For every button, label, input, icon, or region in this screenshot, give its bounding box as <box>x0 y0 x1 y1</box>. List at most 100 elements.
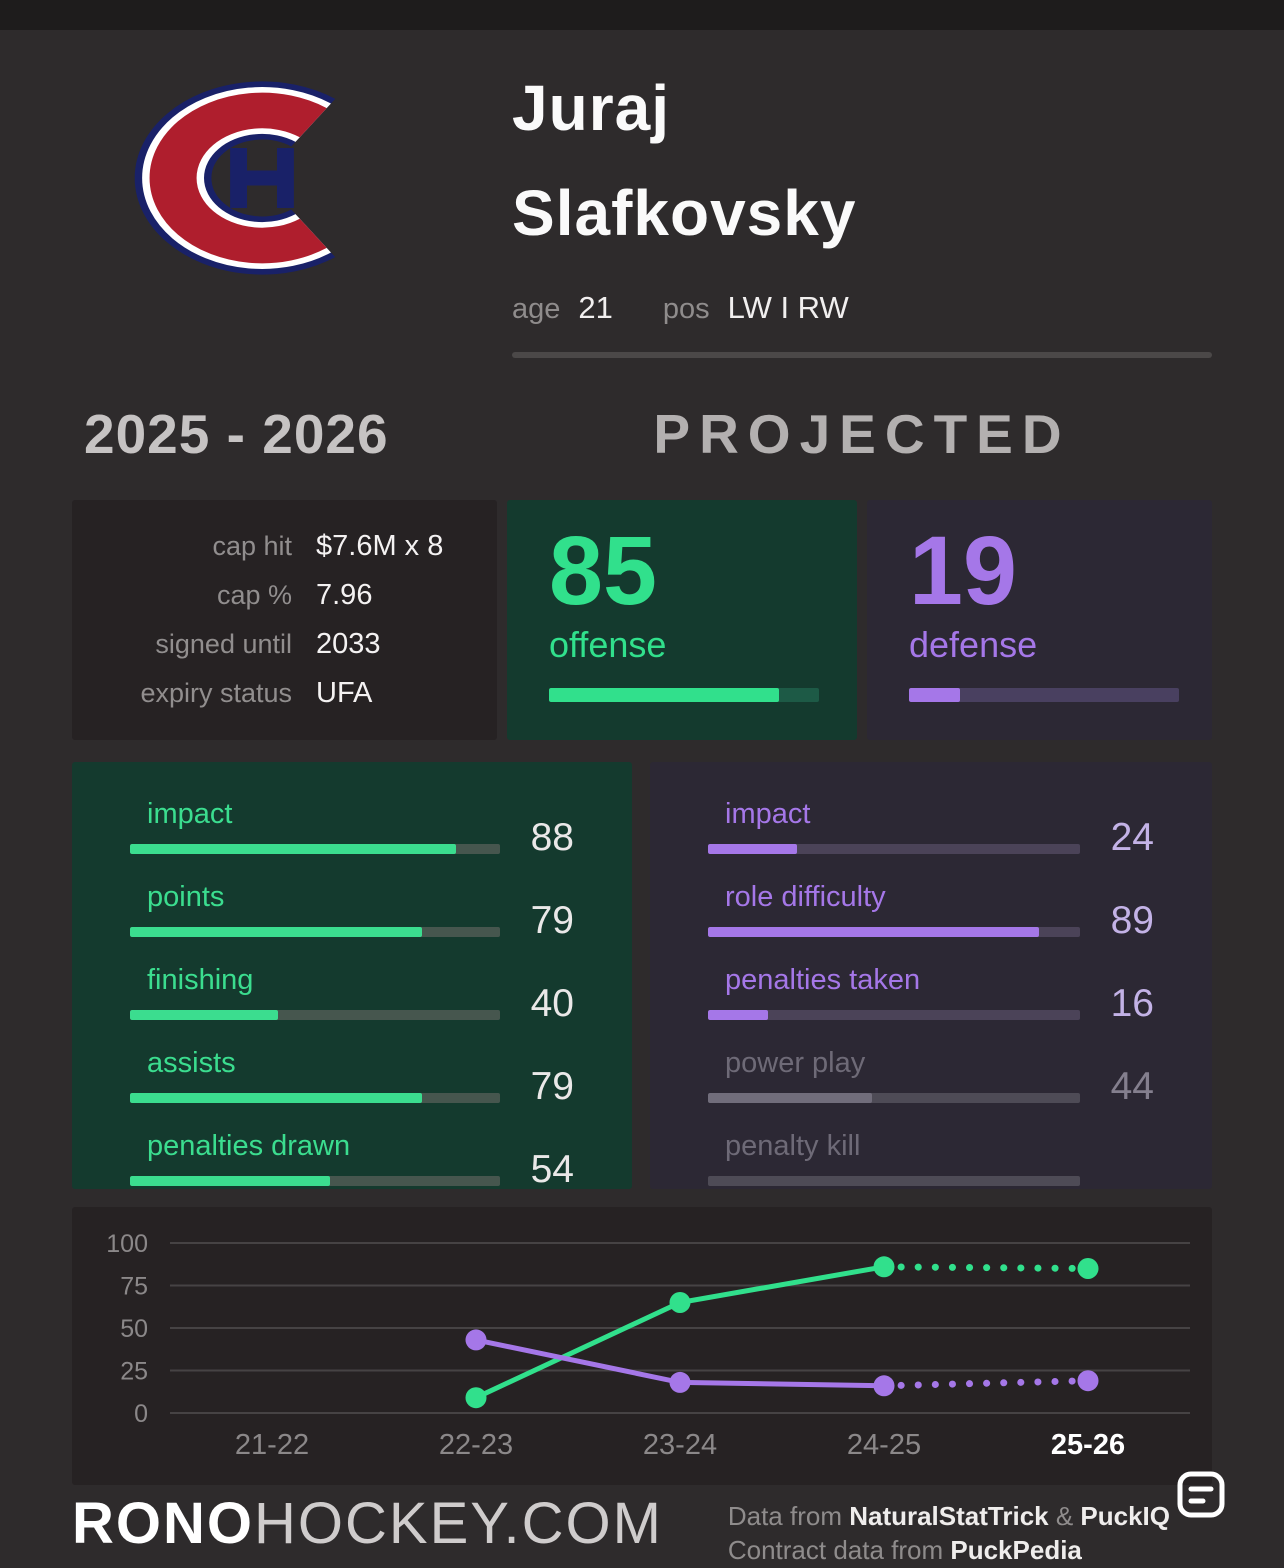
stat-row-points: points 79 <box>130 881 574 942</box>
projected-heading: PROJECTED <box>653 403 1071 465</box>
stat-value: 44 <box>1110 1064 1154 1108</box>
stat-row-penalties-taken: penalties taken 16 <box>708 964 1154 1025</box>
credit-amp: & <box>1048 1501 1081 1531</box>
trend-chart-panel: 0 25 50 75 100 21-22 22-23 23-24 24-25 25-26 <box>72 1207 1212 1485</box>
contract-value: 7.96 <box>316 579 373 611</box>
stat-label: points <box>147 881 225 913</box>
stat-label: role difficulty <box>725 881 886 913</box>
site-name-rest: HOCKEY.COM <box>254 1491 663 1556</box>
defense-rating-value: 19 <box>909 516 1017 625</box>
stat-value: 79 <box>530 898 574 942</box>
stat-label: impact <box>725 798 811 830</box>
svg-text:21-22: 21-22 <box>235 1429 309 1461</box>
header-divider <box>512 352 1212 358</box>
defense-rating-panel: 19 defense <box>867 500 1212 740</box>
offense-rating-panel: 85 offense <box>507 500 857 740</box>
footer: RONOHOCKEY.COM Data from NaturalStatTric… <box>72 1495 1212 1568</box>
stat-value: 79 <box>530 1064 574 1108</box>
contract-row-expiry-status: expiry status UFA <box>72 677 497 710</box>
site-name: RONOHOCKEY.COM <box>72 1495 663 1568</box>
stat-bar <box>130 1176 500 1186</box>
stat-row-power-play: power play 44 <box>708 1047 1154 1108</box>
stat-label: assists <box>147 1047 236 1079</box>
stat-row-role-difficulty: role difficulty 89 <box>708 881 1154 942</box>
logo-h-glyph <box>230 148 294 208</box>
top-strip <box>0 0 1284 30</box>
defense-rating-bar <box>909 687 1179 702</box>
stat-bar <box>708 844 1080 854</box>
defense-rating-label: defense <box>909 623 1038 665</box>
contract-label: expiry status <box>140 678 292 708</box>
stat-label: penalties drawn <box>147 1130 351 1162</box>
credit-source-nst: NaturalStatTrick <box>849 1501 1049 1531</box>
stat-bar <box>708 1010 1080 1020</box>
header: Juraj Slafkovsky age 21 pos LW I RW <box>72 46 1212 358</box>
svg-text:24-25: 24-25 <box>847 1429 921 1461</box>
stat-bar <box>708 927 1080 937</box>
stat-label: power play <box>725 1047 866 1079</box>
contract-row-cap-: cap % 7.96 <box>72 579 497 612</box>
svg-text:25-26: 25-26 <box>1051 1429 1125 1461</box>
stat-bar <box>130 927 500 937</box>
stat-value: 16 <box>1110 981 1154 1025</box>
age-value: 21 <box>578 290 613 325</box>
site-name-bold: RONO <box>72 1491 254 1556</box>
stat-row-impact: impact 88 <box>130 798 574 859</box>
stat-label: penalty kill <box>725 1130 861 1162</box>
credit-line-2: Contract data from PuckPedia <box>728 1533 1170 1567</box>
data-credits: Data from NaturalStatTrick & PuckIQ Cont… <box>728 1499 1212 1568</box>
contract-panel: cap hit $7.6M x 8 cap % 7.96 signed until 203… <box>72 500 497 740</box>
stat-row-penalties-drawn: penalties drawn 54 <box>130 1130 574 1191</box>
season-years: 2025 - 2026 <box>84 403 389 465</box>
stat-row-finishing: finishing 40 <box>130 964 574 1025</box>
defense-stats-panel: impact 24 role difficulty 89 penalties taken… <box>650 762 1212 1189</box>
credit-prefix-1: Data from <box>727 1501 850 1531</box>
pos-label: pos <box>662 293 710 325</box>
svg-text:23-24: 23-24 <box>643 1429 717 1461</box>
stat-value: 88 <box>530 815 574 859</box>
stat-value: 24 <box>1110 815 1154 859</box>
team-logo-wrap <box>72 46 512 358</box>
svg-text:0: 0 <box>134 1400 148 1428</box>
contract-row-signed-until: signed until 2033 <box>72 628 497 661</box>
player-meta: age 21 pos LW I RW <box>512 290 1212 326</box>
credit-source-puckiq: PuckIQ <box>1080 1501 1170 1531</box>
credit-source-puckpedia: PuckPedia <box>950 1535 1082 1566</box>
stat-label: penalties taken <box>725 964 921 996</box>
svg-text:22-23: 22-23 <box>439 1429 513 1461</box>
credit-line-1: Data from NaturalStatTrick & PuckIQ <box>728 1499 1170 1533</box>
player-last-name: Slafkovsky <box>512 177 857 249</box>
offense-rating-label: offense <box>549 623 667 665</box>
contract-value: UFA <box>316 677 373 709</box>
stat-bar <box>130 844 500 854</box>
stat-bar <box>130 1010 500 1020</box>
stat-row-penalty-kill: penalty kill <box>708 1130 1154 1186</box>
stat-label: finishing <box>147 964 254 996</box>
contract-label: cap hit <box>212 531 292 561</box>
player-name: Juraj Slafkovsky <box>512 56 1212 266</box>
title-block: Juraj Slafkovsky age 21 pos LW I RW <box>512 46 1212 358</box>
stats-grid: impact 88 points 79 finishing 40 assists 79 pena… <box>72 762 1212 1189</box>
stat-row-assists: assists 79 <box>130 1047 574 1108</box>
offense-rating-bar <box>549 687 819 702</box>
stat-bar <box>130 1093 500 1103</box>
svg-text:75: 75 <box>120 1273 148 1301</box>
contract-row-cap-hit: cap hit $7.6M x 8 <box>72 530 497 563</box>
credit-prefix-2: Contract data from <box>727 1535 951 1566</box>
stat-bar <box>708 1093 1080 1103</box>
svg-text:25: 25 <box>120 1358 148 1386</box>
contract-value: 2033 <box>316 628 381 660</box>
svg-text:50: 50 <box>120 1315 148 1343</box>
svg-text:100: 100 <box>106 1230 148 1258</box>
stat-value: 54 <box>530 1147 574 1191</box>
offense-rating-value: 85 <box>549 516 657 625</box>
pos-value: LW I RW <box>727 290 849 325</box>
top-grid: cap hit $7.6M x 8 cap % 7.96 signed until 203… <box>72 500 1212 740</box>
stat-value: 89 <box>1110 898 1154 942</box>
montreal-canadiens-logo <box>134 81 336 275</box>
contract-label: signed until <box>155 629 292 659</box>
contract-value: $7.6M x 8 <box>316 530 444 562</box>
season-row: 2025 - 2026 PROJECTED <box>72 402 1212 466</box>
screenshot-icon[interactable] <box>1168 1461 1234 1527</box>
stat-value: 40 <box>530 981 574 1025</box>
